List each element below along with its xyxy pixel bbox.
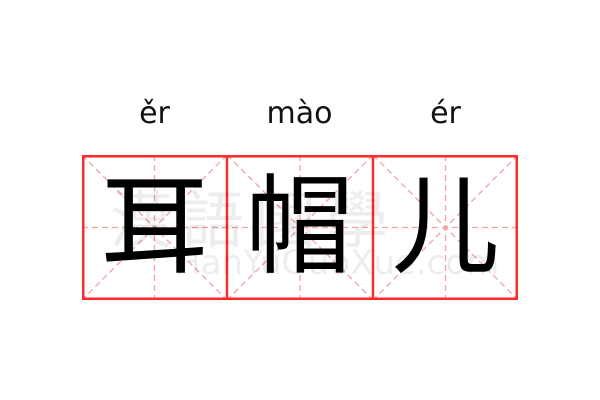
character-grid [82,155,518,300]
cell-er2: 儿 [373,155,518,300]
cell-er3: 耳 [82,155,227,300]
hanzi-er3: 耳 [100,164,209,290]
hanzi-er2: 儿 [391,164,500,290]
pinyin-mao4: mào [266,96,333,131]
pinyin-er2: ér [430,96,461,131]
pinyin-er3: ěr [139,96,170,131]
cell-mao4: 帽 [227,155,372,300]
hanzi-mao4: 帽 [245,164,354,290]
